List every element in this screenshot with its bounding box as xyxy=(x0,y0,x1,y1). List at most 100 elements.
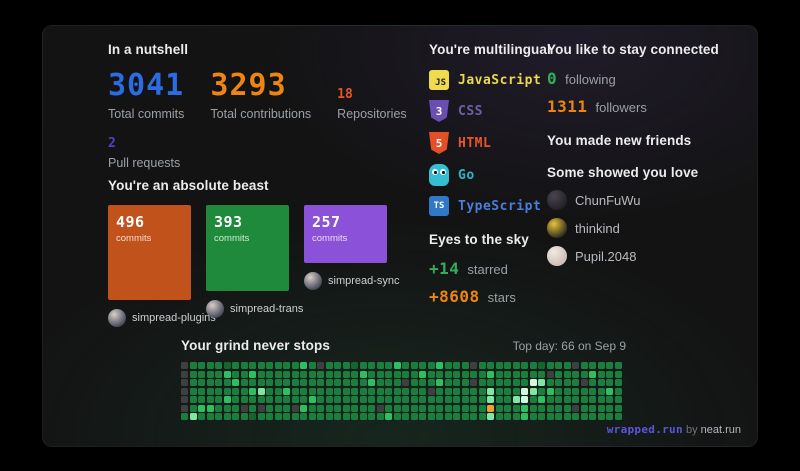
heatmap-cell xyxy=(189,362,197,369)
heatmap-cell xyxy=(487,379,494,386)
heatmap-cell xyxy=(487,370,494,378)
heatmap-cell xyxy=(563,387,571,395)
nutshell-heading: In a nutshell xyxy=(108,42,189,57)
heatmap-cell xyxy=(325,370,333,378)
heatmap-cell xyxy=(257,362,265,369)
heatmap-cell xyxy=(351,387,358,395)
heatmap-cell xyxy=(512,387,520,395)
stat-label-total-commits: Total commits xyxy=(108,107,185,121)
stat-total-contributions: 3293 Total contributions xyxy=(210,71,312,122)
heatmap-cell xyxy=(385,362,392,369)
heatmap-cell xyxy=(512,362,520,369)
heatmap-cell xyxy=(206,404,214,412)
heatmap-cell xyxy=(325,404,333,412)
stat-row-value-followers: 1311 xyxy=(547,97,588,116)
heatmap-cell xyxy=(461,362,469,369)
heatmap-cell xyxy=(410,387,418,395)
stat-row-label-followers: followers xyxy=(595,100,647,115)
heatmap-cell xyxy=(291,396,299,403)
heatmap-cell xyxy=(606,396,613,403)
heatmap-cell xyxy=(529,404,537,412)
heatmap-cell xyxy=(521,413,528,420)
nutshell-stats-row: 3041 Total commits 3293 Total contributions… xyxy=(108,71,407,122)
heatmap-cell xyxy=(453,413,460,420)
heatmap-cell xyxy=(300,404,307,412)
heatmap-cell xyxy=(334,396,341,403)
friend-row-chunfuwu: ChunFuWu xyxy=(547,190,747,210)
heatmap-cell xyxy=(393,362,401,369)
friend-row-pupil-2048: Pupil.2048 xyxy=(547,246,747,266)
heatmap-cell xyxy=(461,404,469,412)
heatmap-cell xyxy=(300,387,307,395)
heatmap-cell xyxy=(189,396,197,403)
heatmap-cell xyxy=(342,379,350,386)
heatmap-cell xyxy=(436,379,443,386)
wrapped-run-link[interactable]: wrapped.run xyxy=(606,423,683,436)
heatmap-cell xyxy=(436,387,443,395)
heatmap-cell xyxy=(283,387,290,395)
heatmap-cell xyxy=(198,404,205,412)
heatmap-cell xyxy=(368,387,375,395)
heatmap-cell xyxy=(529,387,537,395)
heatmap-cell xyxy=(223,387,231,395)
heatmap-cell xyxy=(606,387,613,395)
heatmap-cell xyxy=(453,370,460,378)
repo-commit-count: 257 xyxy=(312,213,341,231)
heatmap-cell xyxy=(249,379,256,386)
repo-name-label: simpread-plugins xyxy=(132,312,216,324)
heatmap-cell xyxy=(198,387,205,395)
heatmap-cell xyxy=(274,370,282,378)
connected-heading: You like to stay connected xyxy=(547,42,719,57)
heatmap-cell xyxy=(334,379,341,386)
heatmap-cell xyxy=(206,370,214,378)
heatmap-cell xyxy=(521,362,528,369)
heatmap-cell xyxy=(504,413,511,420)
heatmap-cell xyxy=(410,413,418,420)
heatmap-cell xyxy=(308,379,316,386)
language-row-typescript: TS TypeScript xyxy=(429,196,551,216)
stat-value-pull-requests: 2 xyxy=(108,136,116,151)
heatmap-cell xyxy=(589,362,596,369)
heatmap-cell xyxy=(240,362,248,369)
heatmap-cell xyxy=(300,413,307,420)
heatmap-cell xyxy=(232,387,239,395)
heatmap-cell xyxy=(223,404,231,412)
heatmap-cell xyxy=(351,404,358,412)
heatmap-cell xyxy=(572,404,579,412)
heatmap-cell xyxy=(453,362,460,369)
heatmap-cell xyxy=(368,379,375,386)
heatmap-cell xyxy=(266,396,273,403)
heatmap-cell xyxy=(206,413,214,420)
heatmap-cell xyxy=(368,362,375,369)
heatmap-cell xyxy=(555,404,562,412)
heatmap-cell xyxy=(444,404,452,412)
heatmap-cell xyxy=(198,370,205,378)
heatmap-cell xyxy=(308,370,316,378)
heatmap-cell xyxy=(317,379,324,386)
stat-label-total-contributions: Total contributions xyxy=(210,107,312,121)
heatmap-cell xyxy=(291,379,299,386)
stat-label-repositories: Repositories xyxy=(337,107,407,121)
language-label-go: Go xyxy=(458,167,475,183)
heatmap-cell xyxy=(240,404,248,412)
heatmap-cell xyxy=(181,370,188,378)
heatmap-cell xyxy=(189,404,197,412)
repo-commit-unit: commits xyxy=(116,233,152,244)
heatmap-cell xyxy=(606,362,613,369)
heatmap-cell xyxy=(274,404,282,412)
heatmap-cell xyxy=(504,404,511,412)
repo-commit-unit: commits xyxy=(312,233,348,244)
heatmap-cell xyxy=(402,404,409,412)
heatmap-cell xyxy=(223,413,231,420)
heatmap-cell xyxy=(325,387,333,395)
heatmap-cell xyxy=(393,404,401,412)
heatmap-cell xyxy=(470,413,477,420)
heatmap-cell xyxy=(504,370,511,378)
heatmap-cell xyxy=(393,413,401,420)
heatmap-cell xyxy=(444,387,452,395)
heatmap-cell xyxy=(572,370,579,378)
heatmap-cell xyxy=(300,396,307,403)
heatmap-cell xyxy=(291,370,299,378)
language-label-html: HTML xyxy=(458,135,492,151)
heatmap-cell xyxy=(274,396,282,403)
